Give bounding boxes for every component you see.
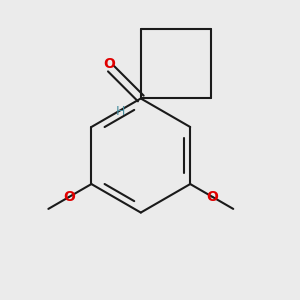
Text: O: O	[207, 190, 218, 204]
Text: O: O	[103, 57, 115, 71]
Text: H: H	[116, 105, 125, 118]
Text: O: O	[63, 190, 75, 204]
